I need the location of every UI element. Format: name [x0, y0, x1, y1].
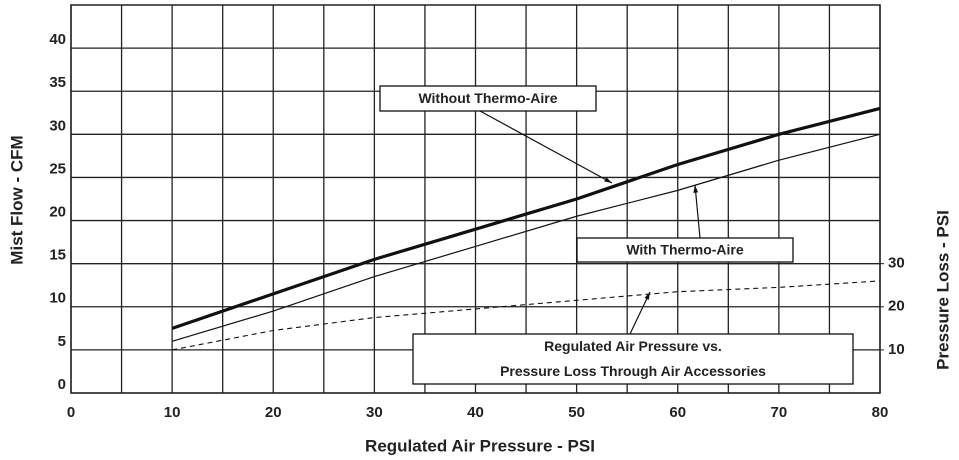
y-tick-label: 0 [58, 376, 66, 393]
y2-tick-label: 30 [888, 255, 905, 272]
annotation-box [379, 85, 597, 112]
x-axis-title: Regulated Air Pressure - PSI [365, 436, 595, 455]
y-tick-label: 20 [49, 204, 66, 221]
annotation-text: Without Thermo-Aire [418, 90, 557, 106]
y-tick-label: 30 [49, 117, 66, 134]
x-tick-label: 40 [467, 404, 484, 421]
y-tick-label: 25 [49, 160, 66, 177]
y2-tick-label: 10 [888, 341, 905, 358]
annotation-leader [479, 110, 613, 184]
x-tick-label: 80 [872, 404, 889, 421]
y-tick-label: 10 [49, 290, 66, 307]
y-tick-label: 35 [49, 74, 66, 91]
annotation-box [412, 333, 854, 385]
x-tick-label: 20 [265, 404, 282, 421]
x-tick-label: 70 [771, 404, 788, 421]
series-line [171, 133, 881, 342]
y-tick-label: 15 [49, 247, 66, 264]
annotation-arrowhead [644, 292, 650, 300]
y-tick-label: 5 [58, 333, 66, 350]
annotation-leader [694, 184, 701, 239]
annotation-box [576, 237, 794, 263]
annotation-text: Regulated Air Pressure vs. [544, 338, 722, 354]
y-axis-title: Mist Flow - CFM [7, 135, 26, 264]
annotation-leader [629, 291, 651, 335]
x-tick-label: 60 [669, 404, 686, 421]
annotation-arrowhead [604, 177, 612, 183]
x-tick-label: 0 [67, 404, 75, 421]
y2-axis-title: Pressure Loss - PSI [933, 210, 952, 370]
x-tick-label: 30 [366, 404, 383, 421]
x-tick-label: 50 [568, 404, 585, 421]
series-line [171, 106, 881, 330]
y-tick-label: 40 [49, 31, 66, 48]
series-line [172, 280, 881, 351]
annotation-arrowhead [693, 185, 699, 193]
x-tick-label: 10 [164, 404, 181, 421]
annotation-text: With Thermo-Aire [626, 242, 744, 258]
annotation-text: Pressure Loss Through Air Accessories [500, 363, 766, 379]
y2-tick-label: 20 [888, 298, 905, 315]
